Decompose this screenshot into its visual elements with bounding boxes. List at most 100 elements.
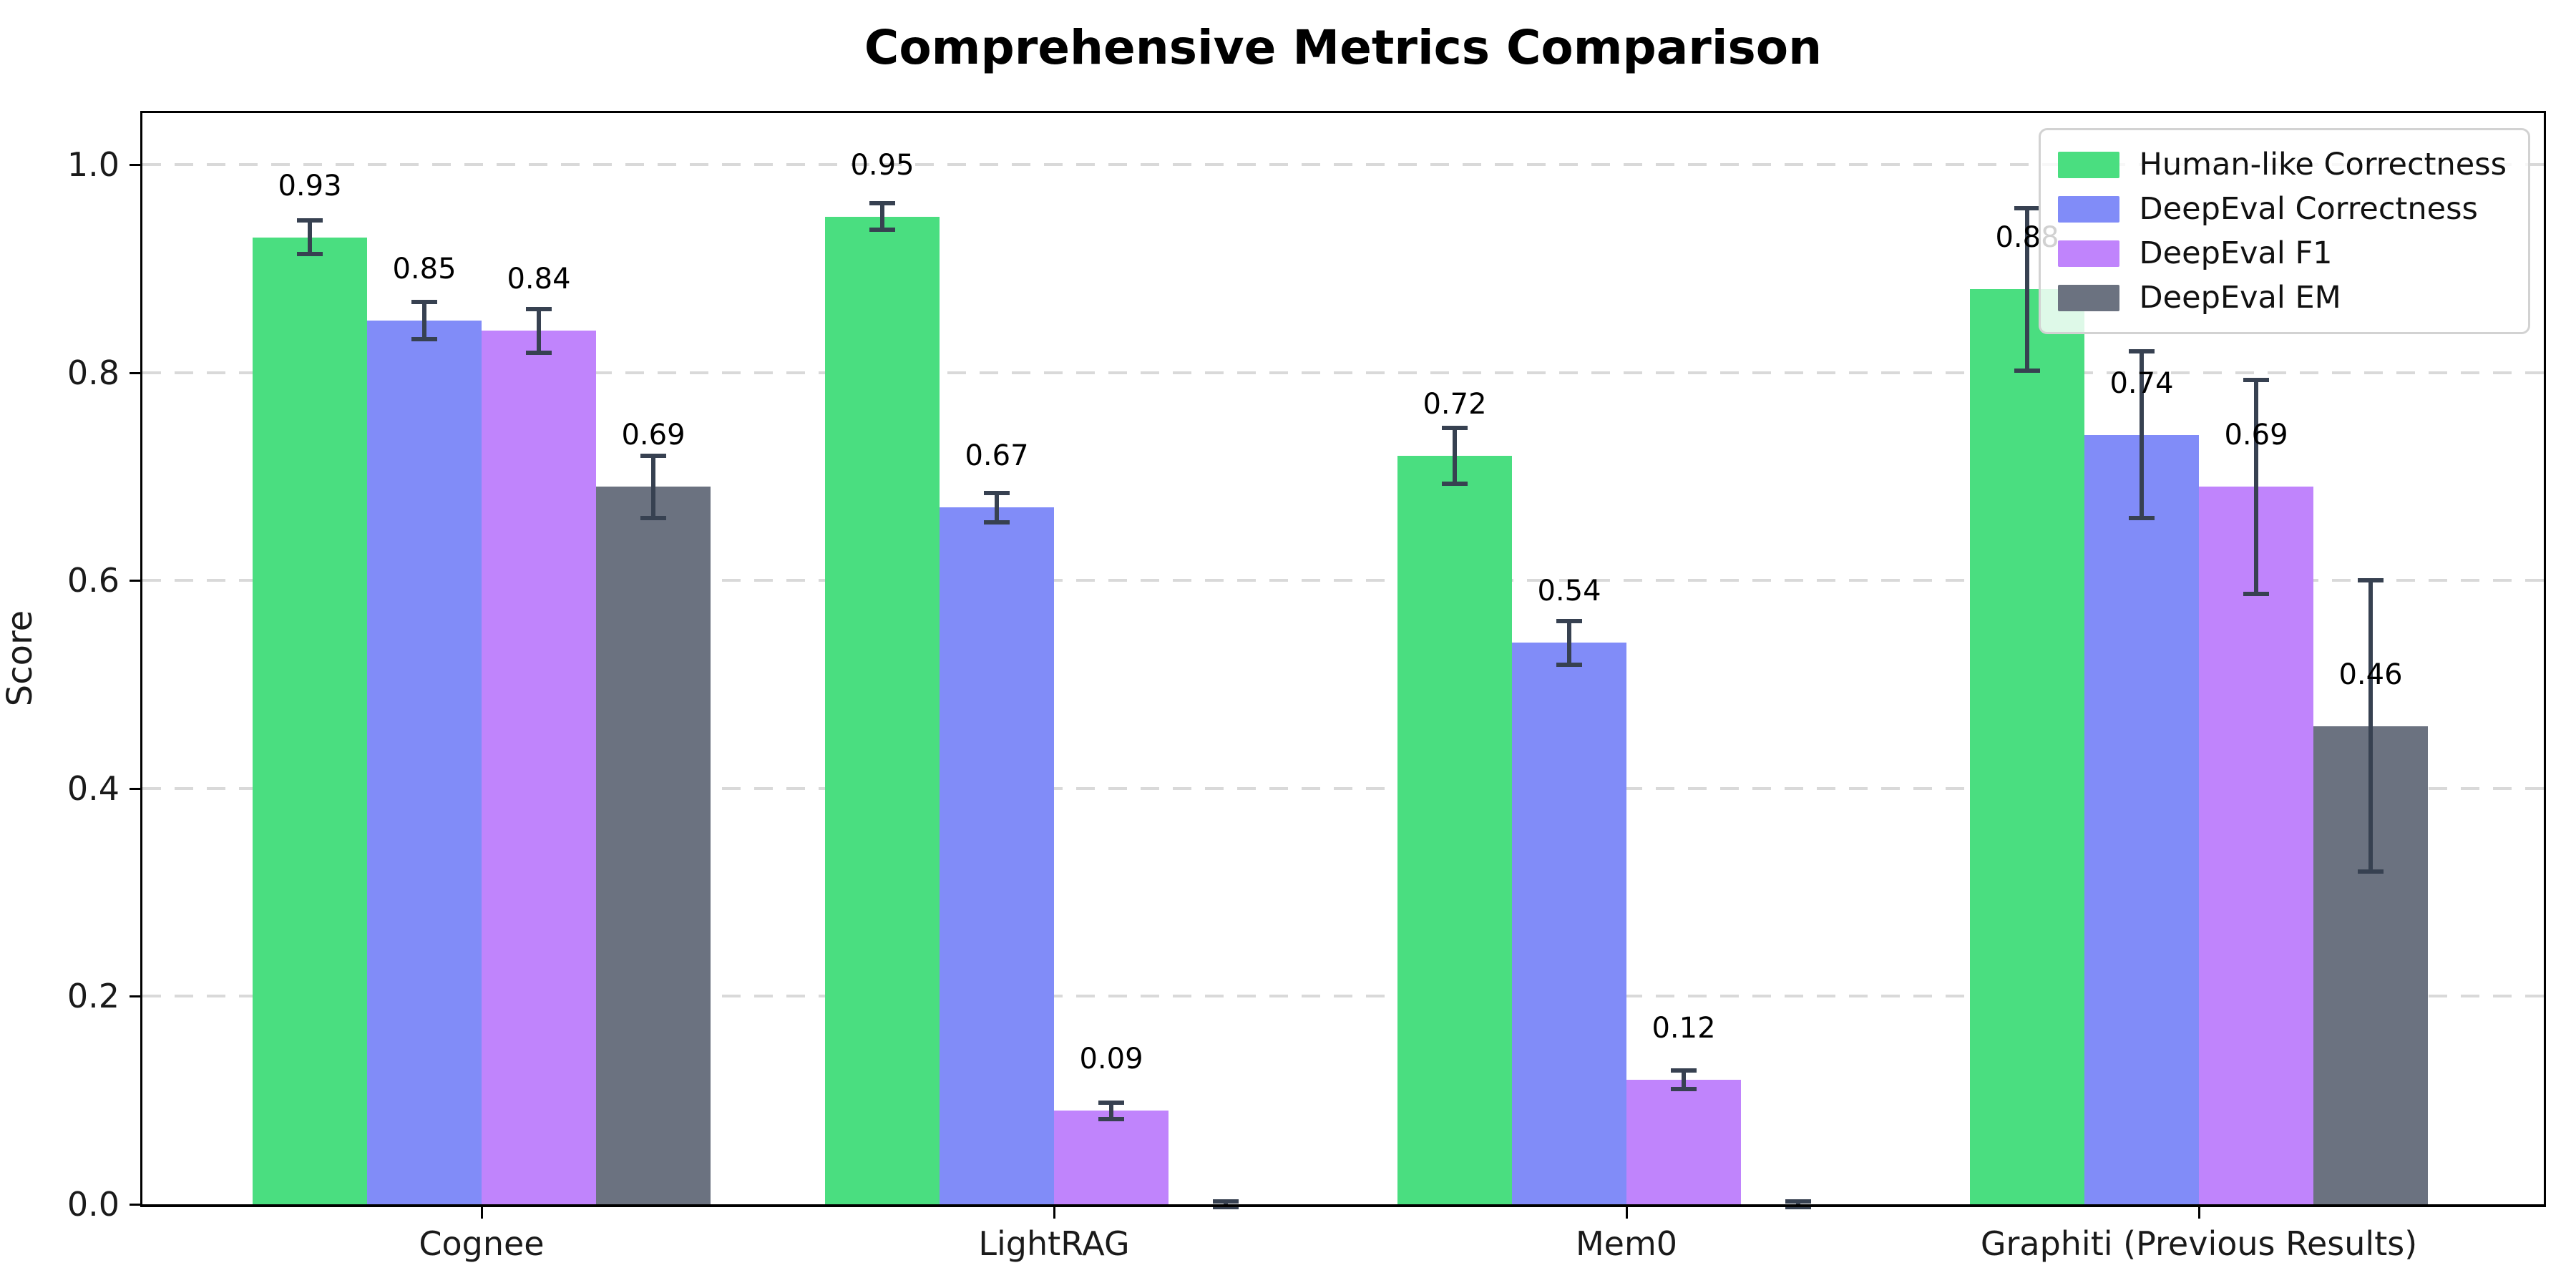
error-bar-cap-top xyxy=(411,299,437,304)
error-bar-cap-top xyxy=(1671,1068,1697,1073)
error-bar xyxy=(1224,1201,1228,1208)
y-tick xyxy=(130,163,140,166)
gridline-y-0.2 xyxy=(142,995,2544,998)
error-bar-cap-bottom xyxy=(1213,1205,1239,1210)
error-bar xyxy=(2368,580,2373,872)
error-bar-cap-top xyxy=(2243,377,2269,382)
bar-Human-like Correctness-LightRAG xyxy=(825,216,940,1204)
error-bar-cap-bottom xyxy=(1098,1116,1124,1121)
y-tick xyxy=(130,580,140,582)
x-tick xyxy=(2198,1207,2200,1219)
x-tick xyxy=(1053,1207,1055,1219)
error-bar-cap-bottom xyxy=(2129,515,2155,520)
value-label: 0.46 xyxy=(2338,658,2403,691)
bar-DeepEval Correctness-Graphiti (Previous Results) xyxy=(2084,434,2199,1204)
x-tick xyxy=(1626,1207,1628,1219)
error-bar-cap-top xyxy=(2129,349,2155,354)
bar-DeepEval F1-Mem0 xyxy=(1626,1079,1741,1204)
legend-label: DeepEval Correctness xyxy=(2139,191,2478,227)
error-bar xyxy=(2025,208,2029,371)
error-bar xyxy=(2254,379,2258,595)
error-bar-cap-top xyxy=(640,453,666,458)
error-bar-cap-bottom xyxy=(1556,662,1582,667)
y-tick-label: 0.8 xyxy=(67,353,119,392)
error-bar-cap-bottom xyxy=(2358,869,2384,874)
value-label: 0.67 xyxy=(965,439,1029,473)
error-bar-cap-top xyxy=(1098,1100,1124,1105)
bar-DeepEval EM-Cognee xyxy=(596,487,711,1204)
gridline-y-0.8 xyxy=(142,371,2544,374)
x-tick-label-Graphiti (Previous Results): Graphiti (Previous Results) xyxy=(1980,1224,2418,1263)
error-bar-cap-top xyxy=(1556,618,1582,623)
legend-item: DeepEval Correctness xyxy=(2057,189,2507,229)
axis-spine-left xyxy=(140,111,142,1206)
error-bar-cap-bottom xyxy=(640,515,666,520)
gridline-y-1.0 xyxy=(142,162,2544,166)
bar-Human-like Correctness-Mem0 xyxy=(1397,455,1512,1204)
error-bar-cap-top xyxy=(297,218,323,223)
y-tick-label: 0.4 xyxy=(67,769,119,808)
y-axis-title: Score xyxy=(0,610,40,707)
error-bar xyxy=(422,301,426,340)
legend-swatch xyxy=(2057,151,2119,178)
value-label: 0.85 xyxy=(392,252,457,286)
x-tick xyxy=(481,1207,483,1219)
error-bar-cap-bottom xyxy=(869,228,895,233)
value-label: 0.12 xyxy=(1652,1011,1716,1045)
y-tick xyxy=(130,995,140,998)
error-bar-cap-bottom xyxy=(1442,482,1468,487)
legend-label: DeepEval EM xyxy=(2139,280,2341,316)
bar-DeepEval Correctness-Mem0 xyxy=(1512,643,1626,1204)
y-tick xyxy=(130,1204,140,1206)
error-bar-cap-top xyxy=(984,491,1010,496)
error-bar-cap-top xyxy=(2358,578,2384,583)
legend-swatch xyxy=(2057,284,2119,311)
legend-item: Human-like Correctness xyxy=(2057,145,2507,185)
legend-swatch xyxy=(2057,195,2119,223)
error-bar xyxy=(1682,1070,1686,1089)
error-bar-cap-bottom xyxy=(1671,1086,1697,1091)
legend-item: DeepEval EM xyxy=(2057,278,2507,318)
y-tick xyxy=(130,787,140,790)
error-bar-cap-bottom xyxy=(2243,592,2269,597)
y-tick-label: 0.2 xyxy=(67,977,119,1016)
chart-title: Comprehensive Metrics Comparison xyxy=(864,20,1823,75)
error-bar-cap-top xyxy=(869,200,895,205)
legend-label: Human-like Correctness xyxy=(2139,147,2507,182)
value-label: 0.93 xyxy=(278,169,342,203)
y-tick-label: 1.0 xyxy=(67,145,119,184)
error-bar xyxy=(1796,1201,1800,1208)
error-bar-cap-top xyxy=(2014,205,2040,210)
gridline-y-0.6 xyxy=(142,579,2544,582)
y-tick-label: 0.0 xyxy=(67,1185,119,1224)
bar-DeepEval Correctness-Cognee xyxy=(367,320,482,1204)
error-bar xyxy=(308,220,312,254)
bar-Human-like Correctness-Graphiti (Previous Results) xyxy=(1970,289,2084,1204)
y-tick-label: 0.6 xyxy=(67,561,119,600)
axis-spine-top xyxy=(140,111,2546,113)
value-label: 0.69 xyxy=(621,419,686,452)
error-bar xyxy=(537,308,541,353)
legend: Human-like Correctness DeepEval Correctne… xyxy=(2038,128,2530,334)
legend-label: DeepEval F1 xyxy=(2139,235,2333,271)
value-label: 0.54 xyxy=(1537,575,1601,608)
error-bar-cap-top xyxy=(1442,425,1468,430)
error-bar xyxy=(2140,351,2144,518)
legend-swatch xyxy=(2057,240,2119,267)
error-bar-cap-bottom xyxy=(1785,1205,1811,1210)
value-label: 0.69 xyxy=(2224,419,2288,452)
legend-item: DeepEval F1 xyxy=(2057,233,2507,273)
axis-spine-right xyxy=(2544,111,2546,1206)
bar-DeepEval F1-Cognee xyxy=(482,331,596,1204)
error-bar xyxy=(1453,427,1457,484)
bar-DeepEval F1-Graphiti (Previous Results) xyxy=(2199,487,2313,1204)
error-bar xyxy=(995,493,999,522)
x-tick-label-Mem0: Mem0 xyxy=(1575,1224,1678,1263)
error-bar-cap-bottom xyxy=(411,337,437,342)
x-tick-label-LightRAG: LightRAG xyxy=(978,1224,1130,1263)
value-label: 0.09 xyxy=(1079,1043,1143,1076)
value-label: 0.95 xyxy=(850,148,914,182)
error-bar-cap-bottom xyxy=(984,519,1010,525)
error-bar xyxy=(1109,1102,1113,1119)
